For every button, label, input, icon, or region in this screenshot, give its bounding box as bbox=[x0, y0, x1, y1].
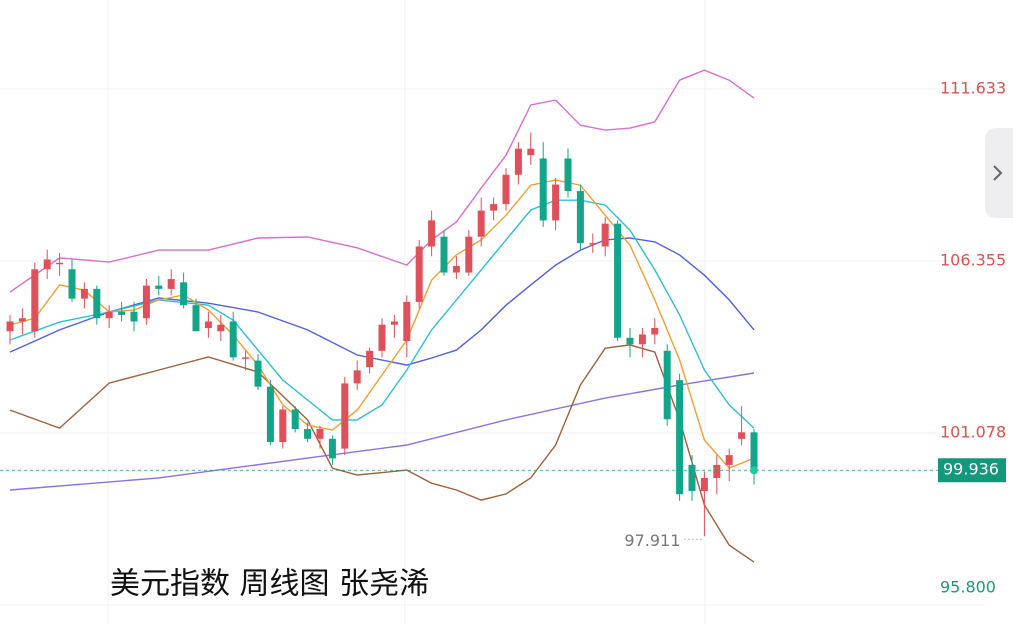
candle-body bbox=[180, 282, 188, 306]
candle-body bbox=[663, 350, 671, 420]
candle-body bbox=[378, 324, 386, 351]
candle-body bbox=[105, 311, 113, 319]
candle-body bbox=[440, 236, 448, 273]
candle-body bbox=[130, 311, 138, 322]
candle-body bbox=[217, 324, 225, 332]
candle-body bbox=[229, 321, 237, 358]
candle-body bbox=[31, 269, 39, 332]
candle-body bbox=[477, 210, 485, 237]
candle-body bbox=[539, 158, 547, 221]
candle-body bbox=[366, 350, 374, 368]
candle-body bbox=[552, 184, 560, 221]
candle-body bbox=[589, 243, 597, 245]
chevron bbox=[993, 165, 1003, 181]
candle-body bbox=[341, 383, 349, 449]
candle-body bbox=[254, 360, 262, 387]
candle-body bbox=[204, 321, 212, 328]
ma-line bbox=[9, 344, 755, 563]
last-price-dot bbox=[750, 466, 758, 475]
candle-body bbox=[750, 432, 758, 471]
candle-body bbox=[576, 191, 584, 244]
ma-line bbox=[9, 199, 755, 429]
candle-body bbox=[390, 321, 398, 325]
candle-body bbox=[676, 380, 684, 495]
chart-title: 美元指数 周线图 张尧浠 bbox=[110, 567, 429, 602]
candle-body bbox=[155, 285, 163, 289]
y-tick-label: 106.355 bbox=[940, 250, 1006, 269]
candle-body bbox=[713, 464, 721, 478]
candle-body bbox=[415, 246, 423, 302]
y-tick-label: 101.078 bbox=[940, 423, 1006, 442]
candle-body bbox=[688, 464, 696, 491]
candle-body bbox=[428, 220, 436, 247]
candle-body bbox=[93, 288, 101, 319]
candle-body bbox=[304, 429, 312, 439]
last-price-tag bbox=[938, 458, 1006, 483]
candle-body bbox=[626, 337, 634, 345]
candle-body bbox=[614, 223, 622, 338]
candle-body bbox=[80, 288, 88, 299]
plot: 97.911 bbox=[0, 69, 985, 606]
low-label: 97.911 bbox=[624, 531, 680, 550]
candle-body bbox=[279, 409, 287, 443]
candle-body bbox=[452, 266, 460, 273]
candle-body bbox=[242, 357, 250, 359]
last-price-label: 99.936 bbox=[943, 460, 999, 479]
candle-body bbox=[18, 318, 26, 322]
candle-body bbox=[353, 370, 361, 384]
candle-body bbox=[651, 327, 659, 335]
candle-body bbox=[328, 438, 336, 459]
candle-body bbox=[56, 262, 64, 265]
candle-body bbox=[291, 409, 299, 430]
candle-body bbox=[266, 386, 274, 443]
candle-body bbox=[725, 455, 733, 465]
candle-body bbox=[527, 148, 535, 156]
candle-body bbox=[118, 311, 126, 315]
candle-body bbox=[700, 477, 708, 491]
candle-body bbox=[564, 158, 572, 192]
ma-line bbox=[9, 69, 755, 293]
candle-body bbox=[601, 223, 609, 247]
candle-body bbox=[6, 321, 14, 332]
y-tick-label: 111.633 bbox=[940, 78, 1006, 97]
candle-body bbox=[316, 429, 324, 439]
candle-body bbox=[490, 204, 498, 211]
candle-body bbox=[403, 301, 411, 342]
candle-body bbox=[514, 148, 522, 175]
ma-line bbox=[9, 237, 755, 366]
side-tab[interactable] bbox=[985, 128, 1013, 218]
candle-body bbox=[142, 285, 150, 319]
candle-body bbox=[465, 236, 473, 273]
candle-body bbox=[68, 269, 76, 299]
candle-body bbox=[638, 334, 646, 345]
candle-body bbox=[192, 305, 200, 332]
candle-body bbox=[43, 259, 51, 270]
candle-body bbox=[738, 432, 746, 439]
y-tick-label: 95.800 bbox=[940, 578, 996, 597]
candle-body bbox=[502, 174, 510, 205]
candle-body bbox=[167, 279, 175, 289]
